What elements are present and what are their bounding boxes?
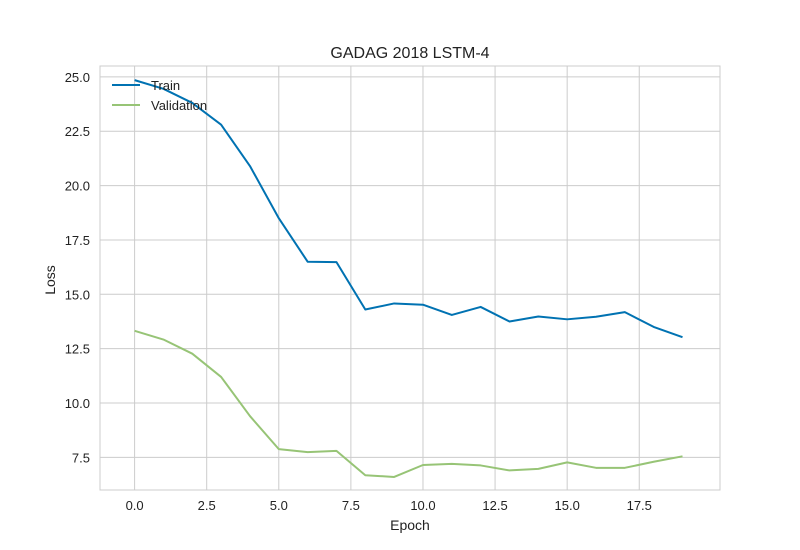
legend: Train Validation bbox=[112, 78, 207, 113]
series-lines bbox=[134, 79, 683, 478]
x-tick-label: 0.0 bbox=[126, 498, 144, 513]
y-tick-label: 10.0 bbox=[65, 396, 90, 411]
y-axis-label: Loss bbox=[42, 265, 58, 295]
y-tick-label: 25.0 bbox=[65, 70, 90, 85]
y-tick-label: 20.0 bbox=[65, 179, 90, 194]
x-tick-label: 10.0 bbox=[410, 498, 435, 513]
legend-label: Train bbox=[151, 78, 180, 93]
grid bbox=[100, 66, 720, 490]
x-tick-label: 7.5 bbox=[342, 498, 360, 513]
legend-label: Validation bbox=[151, 98, 207, 113]
series-line-train bbox=[134, 79, 683, 339]
x-tick-label: 5.0 bbox=[270, 498, 288, 513]
y-tick-label: 15.0 bbox=[65, 287, 90, 302]
chart-title: GADAG 2018 LSTM-4 bbox=[330, 45, 489, 62]
plot-area-frame bbox=[99, 65, 721, 491]
y-tick-label: 12.5 bbox=[65, 342, 90, 357]
x-tick-label: 17.5 bbox=[627, 498, 652, 513]
x-axis-label: Epoch bbox=[390, 517, 430, 533]
x-tick-label: 2.5 bbox=[198, 498, 216, 513]
y-tick-label: 17.5 bbox=[65, 233, 90, 248]
y-tick-label: 7.5 bbox=[72, 450, 90, 465]
series-line-validation bbox=[134, 329, 683, 478]
x-tick-label: 12.5 bbox=[482, 498, 507, 513]
tick-labels: 0.0 2.5 5.0 7.5 10.0 12.5 15.0 17.5 7.5 10.0 12.5 1… bbox=[65, 70, 652, 513]
y-tick-label: 22.5 bbox=[65, 124, 90, 139]
x-tick-label: 15.0 bbox=[555, 498, 580, 513]
